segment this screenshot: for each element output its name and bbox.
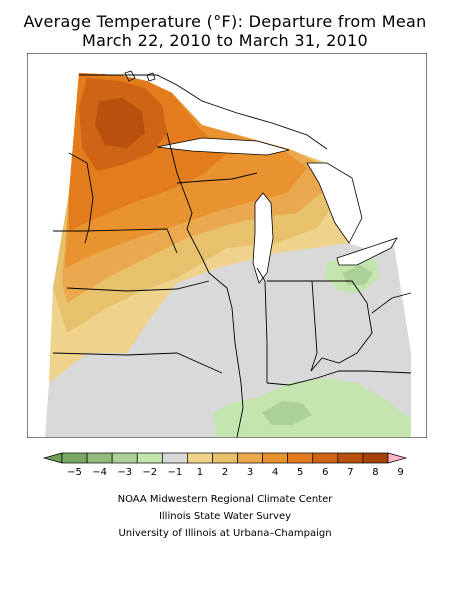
- map-title: Average Temperature (°F): Departure from…: [23, 12, 427, 31]
- legend-bin: [136, 452, 163, 464]
- lake-huron: [306, 162, 363, 244]
- legend-bin: [187, 452, 213, 464]
- mississippi-river: [186, 228, 244, 438]
- legend-tick-label: 5: [297, 467, 303, 478]
- ohio-river: [310, 280, 373, 372]
- lake-erie: [336, 237, 398, 266]
- minnesota-west-border: [68, 152, 94, 244]
- legend-tick-label: 1: [197, 467, 203, 478]
- credit-noaa: NOAA Midwestern Regional Climate Center: [117, 494, 333, 505]
- canada-border: [79, 74, 328, 150]
- legend-tick-label: 2: [222, 467, 228, 478]
- legend-tick-label: 3: [247, 467, 253, 478]
- legend-tick-label: 6: [322, 467, 328, 478]
- legend-tick-label: −3: [117, 467, 132, 478]
- legend-bin: [362, 452, 389, 464]
- indiana-ohio-border: [267, 280, 318, 372]
- legend-bin: [161, 452, 188, 464]
- legend-tick-label: 8: [372, 467, 378, 478]
- minnesota-wisconsin-border: [166, 132, 193, 230]
- temperature-departure-map: [27, 53, 427, 438]
- lake-of-the-woods: [124, 70, 156, 82]
- legend-bin: [312, 452, 339, 464]
- legend-max-arrow: [387, 452, 408, 464]
- legend-tick-label: 7: [347, 467, 353, 478]
- iowa-missouri-border: [66, 280, 210, 292]
- legend-min-arrow: [42, 452, 63, 464]
- legend-tick-label: −2: [142, 467, 157, 478]
- legend-bin: [287, 452, 314, 464]
- kentucky-tennessee-border: [266, 370, 412, 386]
- zone-below-normal-core: [262, 401, 312, 425]
- legend-bin: [212, 452, 238, 464]
- legend-tick-label: 9: [397, 467, 403, 478]
- credit-isws: Illinois State Water Survey: [158, 511, 292, 522]
- legend-tick-label: −5: [67, 467, 82, 478]
- legend-bin: [237, 452, 263, 464]
- illinois-indiana-border: [256, 267, 268, 383]
- zone-below-normal-ohio-core: [342, 265, 373, 285]
- color-legend: −5 −4 −3 −2 −1 1 2 3 4 5 6 7 8 9: [42, 452, 408, 478]
- iowa-minnesota-border: [53, 228, 178, 254]
- credit-uiuc: University of Illinois at Urbana–Champai…: [118, 528, 332, 539]
- map-date-range: March 22, 2010 to March 31, 2010: [81, 31, 369, 50]
- legend-tick-label: −4: [92, 467, 107, 478]
- legend-bin: [111, 452, 138, 464]
- zone-plus-7: [95, 98, 145, 148]
- legend-tick-label: −1: [167, 467, 182, 478]
- legend-bin: [337, 452, 364, 464]
- missouri-arkansas-border: [52, 352, 223, 374]
- legend-bin: [61, 452, 88, 464]
- west-virginia-border: [371, 292, 412, 314]
- legend-bin: [262, 452, 289, 464]
- legend-bin: [86, 452, 113, 464]
- lake-michigan: [252, 192, 274, 284]
- boundaries: [52, 74, 412, 438]
- zone-below-normal-south: [213, 378, 411, 437]
- lake-superior: [156, 137, 290, 156]
- upper-peninsula-border: [176, 172, 258, 184]
- legend-tick-label: 4: [272, 467, 278, 478]
